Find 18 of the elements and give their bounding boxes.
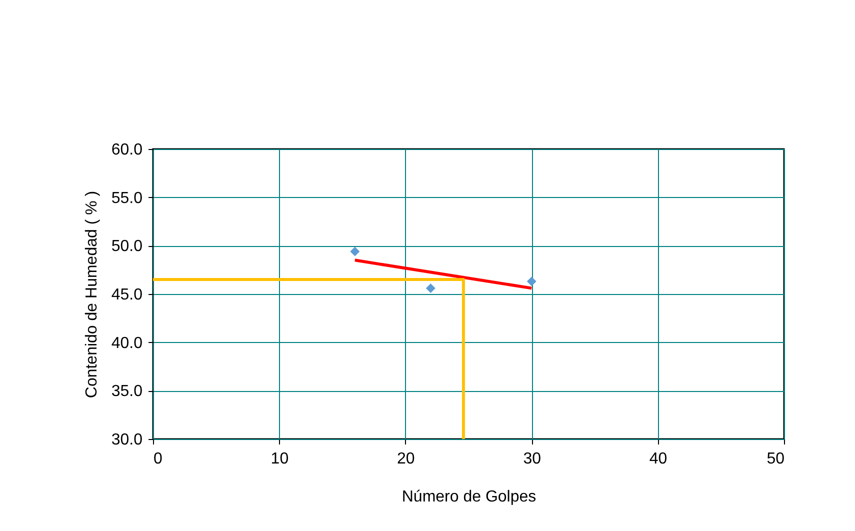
y-tick-label: 45.0 [111, 286, 143, 304]
point [350, 246, 360, 256]
y-tick-label: 50.0 [111, 238, 143, 256]
x-tick-label: 50 [766, 450, 785, 468]
y-tick-label: 40.0 [111, 334, 143, 352]
y-tick-label: 60.0 [111, 142, 143, 158]
y-tick-label: 35.0 [111, 383, 143, 400]
y-tick-label: 55.0 [111, 190, 143, 207]
y-axis-title: Contenido de Humedad ( % ) [83, 190, 100, 398]
x-axis-title: Número de Golpes [402, 488, 536, 506]
point [426, 283, 436, 293]
x-tick-label: 0 [154, 450, 162, 468]
y-tick-label: 30.0 [111, 432, 143, 448]
x-tick-label: 30 [523, 450, 542, 468]
x-tick-label: 20 [397, 450, 415, 468]
point [526, 276, 536, 286]
x-tick-label: 10 [270, 450, 289, 468]
x-tick-label: 40 [649, 450, 668, 468]
